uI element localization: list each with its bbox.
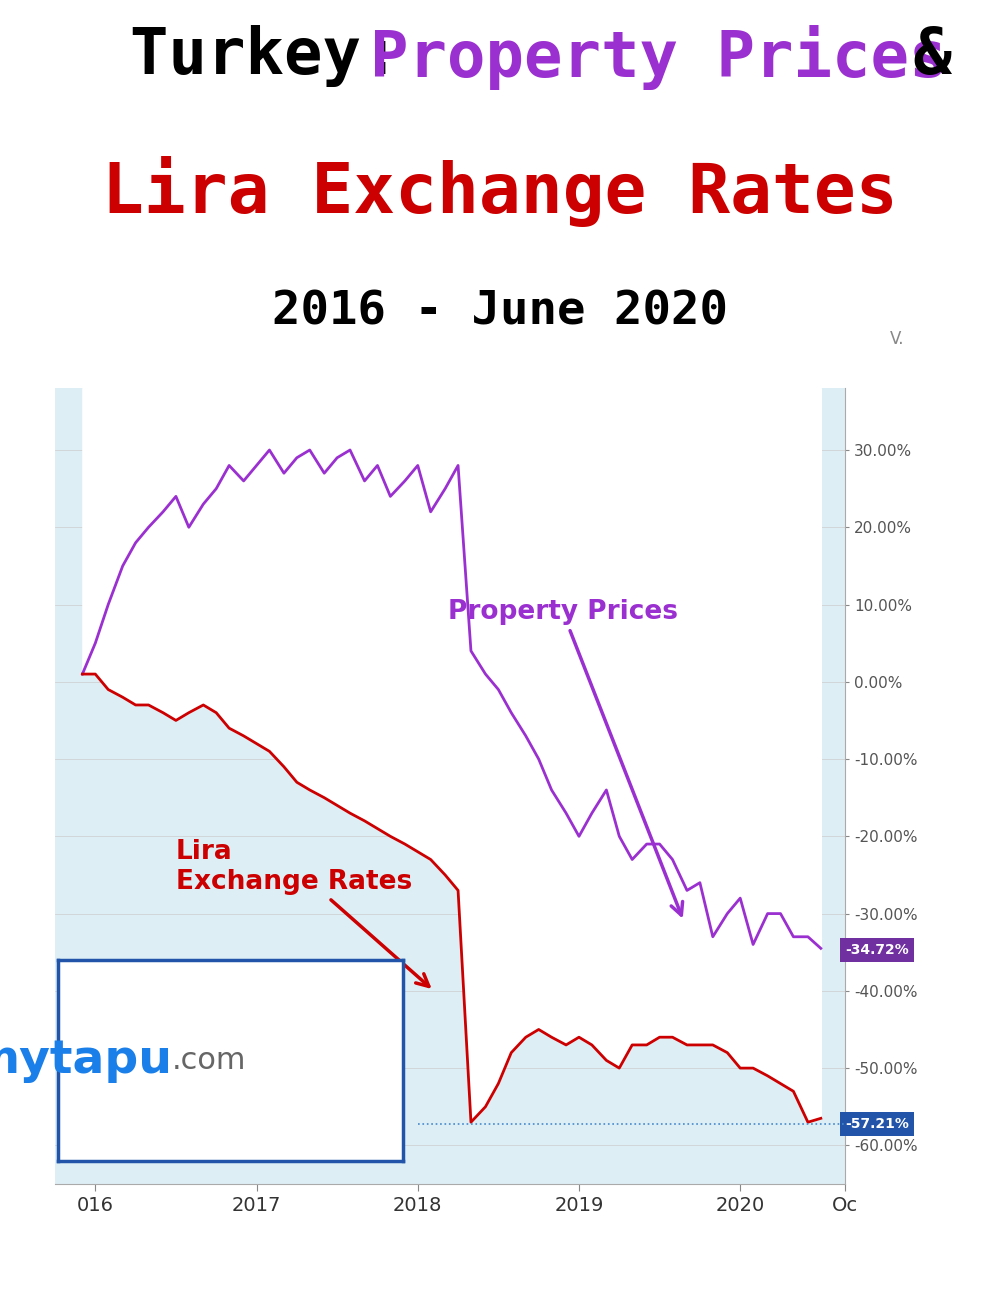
Text: Property Prices: Property Prices — [370, 26, 948, 91]
Text: Lira Exchange Rates: Lira Exchange Rates — [102, 155, 898, 226]
Text: 2016 - June 2020: 2016 - June 2020 — [272, 290, 728, 335]
Text: &: & — [875, 26, 952, 88]
Text: V.: V. — [890, 330, 904, 348]
Text: -57.21%: -57.21% — [845, 1117, 909, 1131]
Text: -34.72%: -34.72% — [845, 943, 909, 958]
Text: .com: .com — [172, 1046, 246, 1075]
Text: mytapu: mytapu — [0, 1038, 172, 1083]
Text: Turkey:: Turkey: — [130, 26, 438, 88]
Text: Property Prices: Property Prices — [448, 599, 683, 915]
Text: Lira
Exchange Rates: Lira Exchange Rates — [176, 840, 429, 986]
